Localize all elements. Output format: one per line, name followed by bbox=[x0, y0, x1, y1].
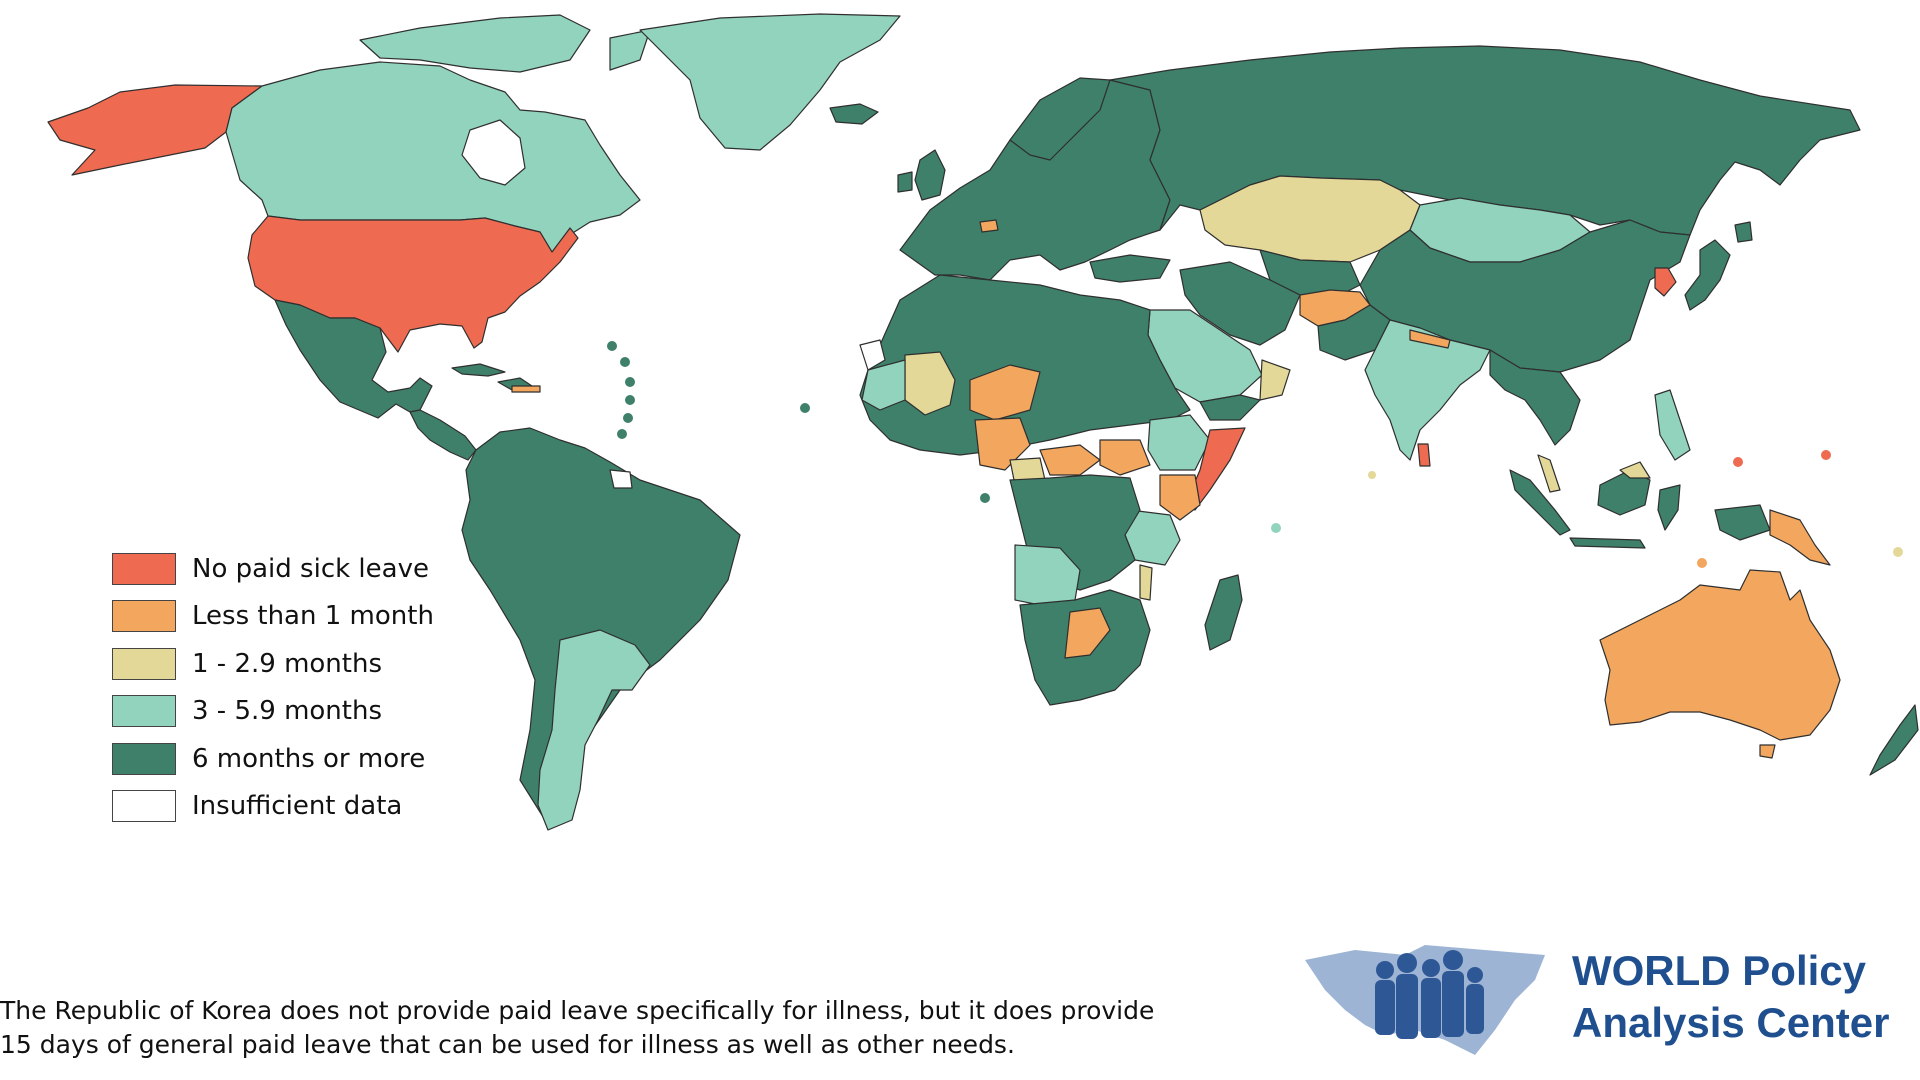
region-central-african bbox=[1039, 444, 1101, 476]
map-legend: No paid sick leave Less than 1 month 1 - 2… bbox=[112, 545, 434, 830]
legend-swatch bbox=[112, 647, 176, 680]
region-madagascar bbox=[1204, 574, 1243, 651]
org-name-line2: Analysis Center bbox=[1572, 999, 1890, 1046]
region-korea bbox=[1654, 267, 1677, 297]
island-dot bbox=[1697, 558, 1707, 568]
island-dot bbox=[980, 493, 990, 503]
region-switzerland bbox=[979, 219, 999, 233]
region-new-guinea-west bbox=[1714, 504, 1771, 541]
legend-swatch bbox=[112, 695, 176, 728]
region-india bbox=[1364, 319, 1491, 461]
region-arctic-islands-2 bbox=[609, 29, 651, 71]
logo-emblem bbox=[1305, 945, 1545, 1055]
region-sri-lanka bbox=[1417, 443, 1431, 467]
island-dot bbox=[1733, 457, 1743, 467]
region-philippines bbox=[1654, 389, 1691, 461]
region-iran bbox=[1179, 261, 1301, 346]
region-turkey bbox=[1089, 254, 1171, 283]
legend-swatch bbox=[112, 742, 176, 775]
region-french-guiana bbox=[609, 469, 633, 489]
legend-label: 1 - 2.9 months bbox=[192, 648, 382, 679]
region-southeast-asia bbox=[1489, 349, 1581, 446]
region-scandinavia bbox=[1009, 77, 1111, 161]
region-west-africa-white bbox=[859, 339, 886, 371]
logo: WORLD Policy Analysis Center bbox=[1295, 930, 1915, 1070]
island-dot bbox=[1368, 471, 1376, 479]
island-dot bbox=[625, 395, 635, 405]
region-ireland bbox=[897, 171, 913, 193]
footnote: The Republic of Korea does not provide p… bbox=[0, 996, 1155, 1059]
island-dot bbox=[623, 413, 633, 423]
island-dot bbox=[28, 633, 38, 643]
legend-item: 6 months or more bbox=[112, 735, 434, 783]
region-canada bbox=[225, 61, 641, 253]
region-puerto-rico bbox=[511, 385, 541, 393]
region-tasmania bbox=[1759, 744, 1776, 759]
region-malay-peninsula bbox=[1537, 454, 1561, 493]
region-new-zealand bbox=[1869, 704, 1919, 776]
region-mauritania bbox=[861, 359, 906, 411]
region-japan bbox=[1684, 239, 1731, 311]
legend-label: Insufficient data bbox=[192, 791, 403, 822]
legend-swatch bbox=[112, 600, 176, 633]
region-yemen bbox=[1199, 394, 1261, 421]
legend-swatch bbox=[112, 552, 176, 585]
legend-label: No paid sick leave bbox=[192, 553, 429, 584]
region-mexico bbox=[274, 299, 433, 419]
island-dot bbox=[593, 330, 603, 340]
region-arctic-islands bbox=[359, 14, 591, 73]
legend-item: 1 - 2.9 months bbox=[112, 640, 434, 688]
region-nepal bbox=[1409, 329, 1451, 349]
region-nigeria bbox=[974, 417, 1031, 471]
region-argentina bbox=[537, 629, 651, 831]
island-dot bbox=[620, 357, 630, 367]
region-zimbabwe bbox=[1064, 607, 1111, 659]
legend-item: Less than 1 month bbox=[112, 593, 434, 641]
region-ethiopia bbox=[1147, 414, 1211, 471]
island-dot bbox=[617, 429, 627, 439]
region-kenya bbox=[1159, 474, 1201, 521]
region-niger bbox=[969, 364, 1041, 421]
legend-item: Insufficient data bbox=[112, 783, 434, 831]
region-south-sudan bbox=[1099, 439, 1151, 476]
org-name-line1: WORLD Policy bbox=[1572, 947, 1867, 994]
legend-label: Less than 1 month bbox=[192, 601, 434, 632]
region-central-america bbox=[409, 409, 477, 461]
region-cuba bbox=[451, 363, 506, 377]
legend-item: 3 - 5.9 months bbox=[112, 688, 434, 736]
island-dot bbox=[1821, 450, 1831, 460]
region-oman-yemen bbox=[1259, 359, 1291, 401]
island-dot bbox=[1271, 523, 1281, 533]
region-malawi bbox=[1139, 564, 1153, 601]
org-name: WORLD Policy Analysis Center bbox=[1572, 945, 1889, 1049]
legend-label: 3 - 5.9 months bbox=[192, 696, 382, 727]
island-dot bbox=[65, 593, 75, 603]
legend-item: No paid sick leave bbox=[112, 545, 434, 593]
legend-label: 6 months or more bbox=[192, 743, 426, 774]
region-sumatra bbox=[1509, 469, 1571, 536]
region-alaska bbox=[47, 84, 263, 176]
region-papua-new-guinea bbox=[1769, 509, 1831, 566]
island-dot bbox=[625, 377, 635, 387]
region-australia bbox=[1599, 569, 1841, 741]
island-dot bbox=[607, 341, 617, 351]
region-java bbox=[1569, 537, 1646, 549]
region-hokkaido bbox=[1734, 221, 1753, 243]
region-south-america bbox=[461, 427, 741, 821]
region-sulawesi bbox=[1657, 484, 1681, 531]
region-uk bbox=[914, 149, 946, 201]
region-hudson-bay bbox=[461, 119, 526, 186]
island-dot bbox=[800, 403, 810, 413]
world-map bbox=[28, 13, 1919, 831]
region-borneo-north bbox=[1619, 461, 1651, 479]
island-dot bbox=[1893, 547, 1903, 557]
region-greenland bbox=[639, 13, 901, 151]
region-somalia bbox=[1184, 427, 1246, 511]
legend-swatch bbox=[112, 790, 176, 823]
region-iceland bbox=[829, 103, 879, 125]
